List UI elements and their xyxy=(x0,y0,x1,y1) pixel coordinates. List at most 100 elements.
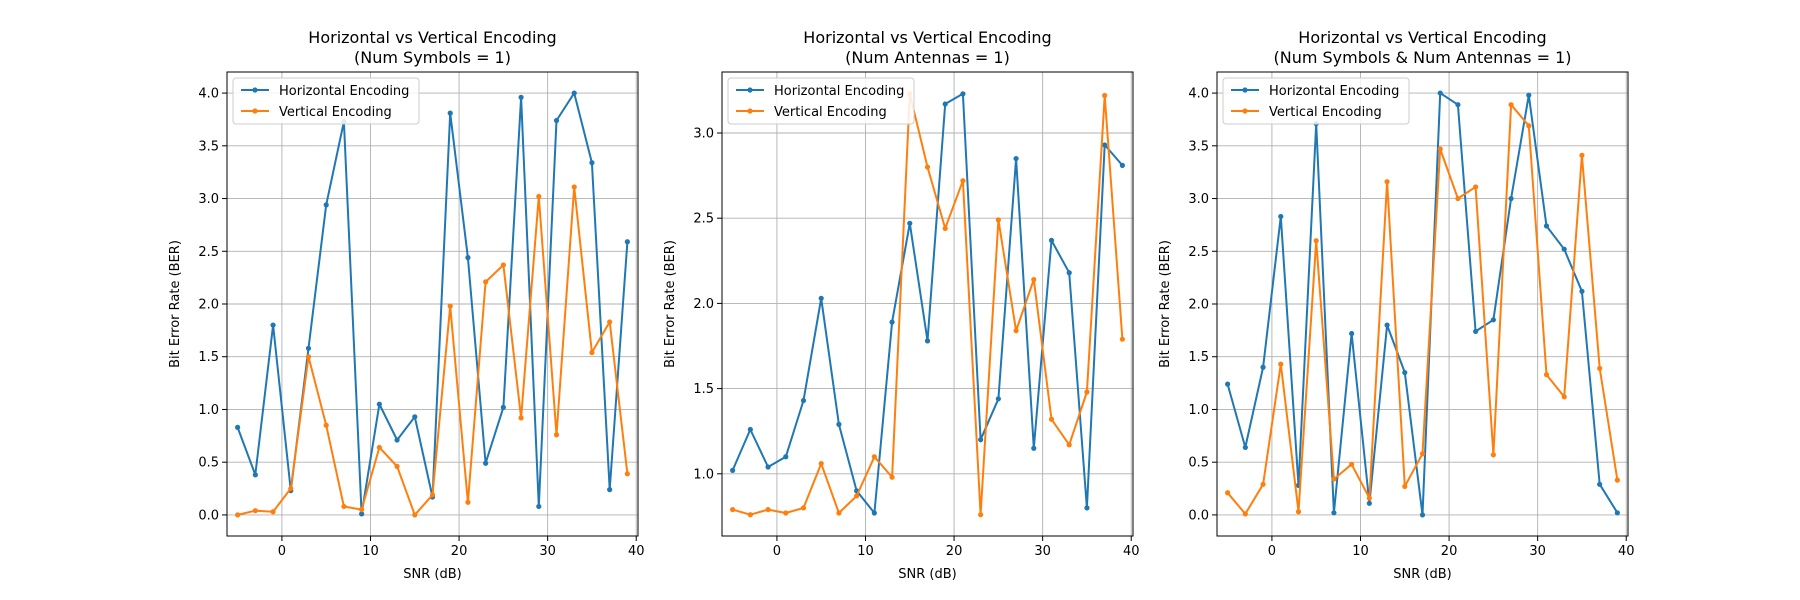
data-point xyxy=(1331,510,1337,516)
data-point xyxy=(800,505,807,511)
data-point xyxy=(1508,195,1514,202)
data-point xyxy=(1543,372,1550,378)
data-point xyxy=(305,354,312,360)
y-axis-label: Bit Error Rate (BER) xyxy=(168,240,183,368)
data-point xyxy=(376,444,382,451)
x-axis-label: SNR (dB) xyxy=(403,567,461,582)
data-point xyxy=(607,319,613,325)
data-point xyxy=(818,295,824,301)
data-point xyxy=(536,503,542,510)
data-point xyxy=(1402,483,1408,490)
legend-label: Vertical Encoding xyxy=(774,105,887,120)
data-point xyxy=(924,164,931,170)
data-point xyxy=(1543,223,1550,229)
data-point xyxy=(323,202,329,208)
data-point xyxy=(1366,500,1372,506)
legend-swatch-marker xyxy=(252,87,258,93)
data-point xyxy=(1561,246,1567,252)
data-point xyxy=(589,160,595,166)
x-tick-label: 30 xyxy=(539,544,556,559)
data-point xyxy=(394,463,400,469)
legend-label: Horizontal Encoding xyxy=(774,84,904,99)
y-tick-label: 3.0 xyxy=(198,192,219,207)
data-point xyxy=(1508,102,1514,108)
data-point xyxy=(783,454,789,460)
y-tick-label: 4.0 xyxy=(198,87,219,102)
data-point xyxy=(1490,317,1496,323)
data-point xyxy=(1084,389,1090,395)
data-point xyxy=(960,178,966,184)
data-point xyxy=(1384,179,1390,185)
data-point xyxy=(571,90,577,96)
y-tick-label: 2.5 xyxy=(1188,245,1209,260)
data-point xyxy=(871,510,877,516)
data-point xyxy=(553,432,560,438)
data-point xyxy=(765,464,771,470)
y-tick-label: 0.0 xyxy=(1188,508,1209,523)
chart-subtitle: (Num Symbols = 1) xyxy=(354,48,511,67)
data-point xyxy=(518,94,524,100)
data-point xyxy=(942,101,948,107)
data-point xyxy=(341,503,347,510)
data-point xyxy=(1278,361,1284,367)
data-point xyxy=(1614,510,1620,516)
data-point xyxy=(1561,394,1567,400)
data-point xyxy=(995,217,1001,223)
data-point xyxy=(465,255,471,261)
chart-panel-2: 0 10 20 30 40 1.0 1.5 2.0 2.5 3.0 Horizontal vs Ve… xyxy=(663,28,1140,582)
chart-title: Horizontal vs Vertical Encoding xyxy=(1298,28,1546,47)
legend-swatch-marker xyxy=(1242,108,1248,114)
data-point xyxy=(730,467,736,473)
y-tick-label: 1.5 xyxy=(198,350,219,365)
legend-label: Horizontal Encoding xyxy=(279,84,409,99)
data-point xyxy=(1473,328,1479,335)
data-point xyxy=(978,437,984,443)
data-point xyxy=(571,184,577,190)
y-tick-label: 2.0 xyxy=(198,298,219,313)
y-tick-label: 4.0 xyxy=(1188,87,1209,102)
data-point xyxy=(1437,146,1443,152)
data-point xyxy=(1066,442,1072,448)
data-point xyxy=(783,510,789,516)
data-point xyxy=(607,487,613,493)
data-point xyxy=(1473,184,1479,190)
legend: Horizontal Encoding Vertical Encoding xyxy=(232,77,420,125)
data-point xyxy=(1260,364,1266,370)
data-point xyxy=(1278,213,1284,220)
data-point xyxy=(288,485,294,492)
y-axis-label: Bit Error Rate (BER) xyxy=(1158,240,1173,368)
data-point xyxy=(235,512,241,518)
data-point xyxy=(1066,270,1072,276)
x-tick-label: 40 xyxy=(1618,544,1635,559)
x-tick-label: 0 xyxy=(1268,544,1276,559)
y-tick-label: 2.0 xyxy=(693,297,714,312)
y-tick-label: 0.0 xyxy=(198,508,219,523)
legend-box xyxy=(232,77,420,125)
y-tick-label: 1.0 xyxy=(1188,403,1209,418)
data-point xyxy=(1102,142,1108,148)
data-point xyxy=(818,460,824,467)
data-point xyxy=(1119,336,1125,342)
data-point xyxy=(1349,461,1355,467)
chart-panel-3: 0 10 20 30 40 0.0 0.5 1.0 1.5 2.0 2.5 3.0 3.5 4.0 Hori… xyxy=(1158,28,1635,582)
x-tick-label: 10 xyxy=(857,544,874,559)
data-point xyxy=(1260,481,1266,487)
data-point xyxy=(447,303,453,309)
data-point xyxy=(1526,123,1532,129)
x-tick-label: 20 xyxy=(946,544,963,559)
data-point xyxy=(907,220,913,226)
data-point xyxy=(854,493,860,499)
data-point xyxy=(747,512,753,518)
y-tick-label: 2.5 xyxy=(198,245,219,260)
data-point xyxy=(624,239,630,245)
data-point xyxy=(483,279,489,285)
legend-label: Vertical Encoding xyxy=(279,105,392,120)
data-point xyxy=(235,424,241,430)
data-point xyxy=(1013,155,1019,162)
y-tick-label: 3.0 xyxy=(1188,192,1209,207)
y-tick-label: 1.5 xyxy=(693,382,714,397)
data-point xyxy=(252,508,258,514)
data-point xyxy=(836,421,842,427)
legend-box xyxy=(727,77,915,125)
